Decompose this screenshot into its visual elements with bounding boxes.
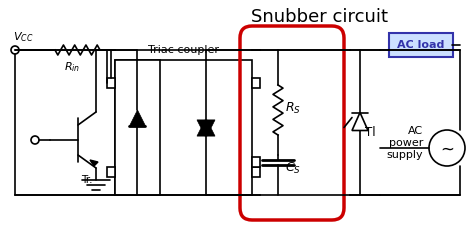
Text: Snubber circuit: Snubber circuit — [252, 8, 389, 26]
Bar — [252, 157, 260, 167]
Bar — [115, 60, 252, 195]
Polygon shape — [197, 120, 215, 138]
Text: AC
power
supply: AC power supply — [386, 126, 423, 160]
Circle shape — [429, 130, 465, 166]
Polygon shape — [197, 118, 215, 136]
Polygon shape — [90, 160, 98, 166]
Text: Tr.: Tr. — [81, 175, 92, 185]
Bar — [252, 78, 260, 88]
Circle shape — [31, 136, 39, 144]
Text: ~: ~ — [440, 141, 454, 159]
Bar — [115, 60, 160, 195]
Bar — [252, 167, 260, 177]
Text: $V_{CC}$: $V_{CC}$ — [13, 30, 34, 44]
Circle shape — [11, 46, 19, 54]
Bar — [107, 78, 115, 88]
FancyBboxPatch shape — [389, 33, 453, 57]
Text: AC load: AC load — [397, 40, 445, 50]
Text: $R_{in}$: $R_{in}$ — [64, 60, 80, 74]
Text: $R_S$: $R_S$ — [285, 101, 301, 116]
Text: Tl: Tl — [365, 126, 375, 139]
Text: $C_S$: $C_S$ — [285, 161, 301, 176]
Polygon shape — [352, 112, 368, 131]
Bar — [107, 167, 115, 177]
Text: Triac coupler: Triac coupler — [148, 45, 219, 55]
Polygon shape — [129, 110, 146, 126]
